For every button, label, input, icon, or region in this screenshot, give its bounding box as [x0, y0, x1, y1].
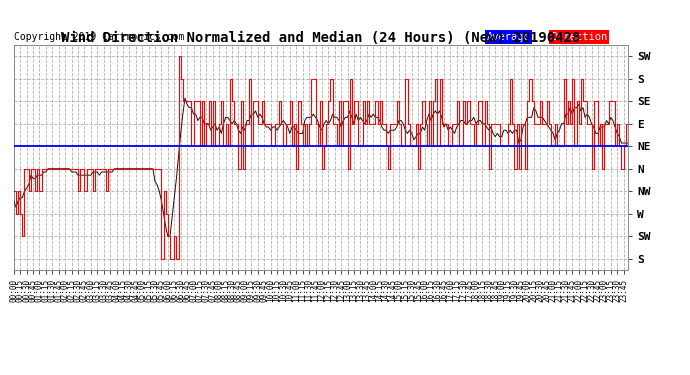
Text: Direction: Direction — [551, 32, 607, 42]
Title: Wind Direction Normalized and Median (24 Hours) (New) 20190428: Wind Direction Normalized and Median (24… — [61, 31, 580, 45]
Text: Average: Average — [486, 32, 531, 42]
Text: Copyright 2019 Cartronics.com: Copyright 2019 Cartronics.com — [14, 32, 184, 42]
